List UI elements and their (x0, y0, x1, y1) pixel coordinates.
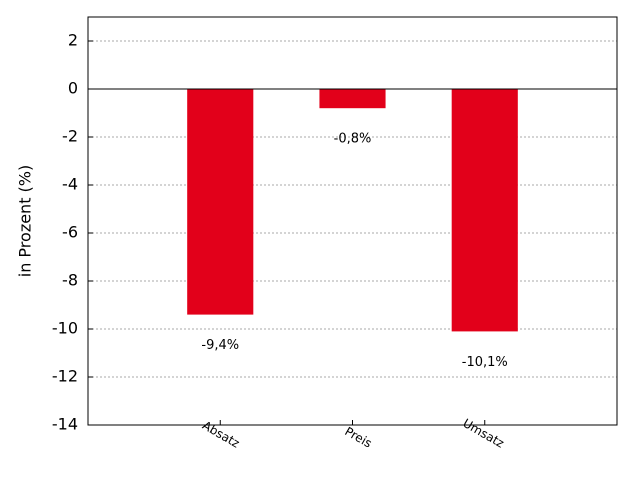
value-label: -9,4% (201, 338, 239, 353)
bar (319, 89, 386, 109)
x-tick-label: Preis (342, 424, 374, 450)
bar (451, 89, 518, 332)
plot-frame (87, 16, 618, 426)
y-tick-label: -4 (62, 175, 78, 194)
x-tick-label: Absatz (200, 418, 242, 450)
x-tick-label: Umsatz (460, 416, 506, 451)
y-tick-label: -14 (52, 415, 78, 434)
y-tick-label: -2 (62, 127, 78, 146)
value-label: -10,1% (462, 355, 508, 370)
y-tick-label: -10 (52, 319, 78, 338)
y-tick-label: -6 (62, 223, 78, 242)
y-tick-label: -12 (52, 367, 78, 386)
y-tick-label: 2 (68, 31, 78, 50)
bar (187, 89, 254, 315)
y-tick-label: -8 (62, 271, 78, 290)
y-axis-label: in Prozent (%) (16, 165, 35, 277)
value-label: -0,8% (334, 132, 372, 147)
y-tick-label: 0 (68, 79, 78, 98)
